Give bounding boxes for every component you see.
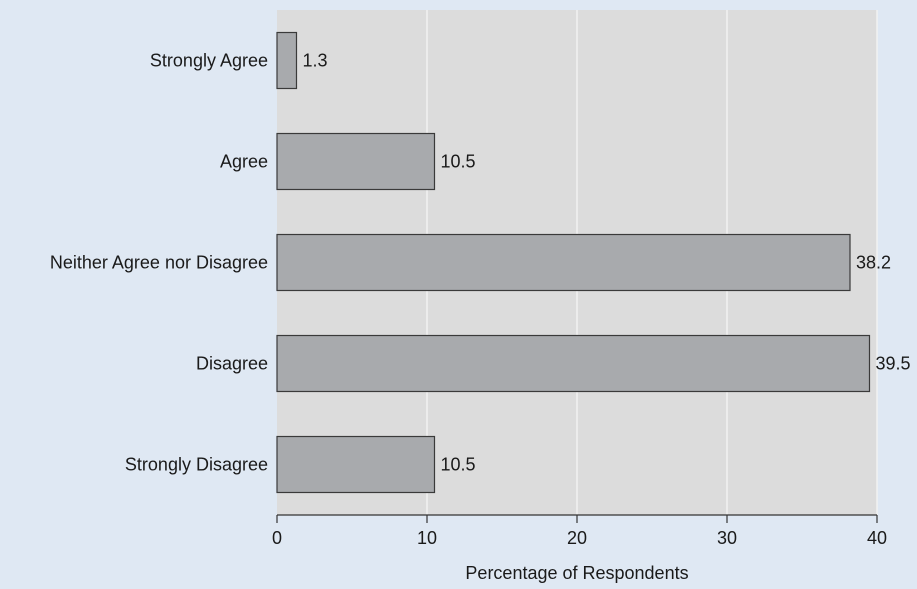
category-label: Strongly Agree <box>150 51 268 71</box>
x-tick-label: 10 <box>417 528 437 548</box>
x-tick-label: 40 <box>867 528 887 548</box>
category-label: Neither Agree nor Disagree <box>50 253 268 273</box>
bar <box>276 334 871 393</box>
data-label: 38.2 <box>856 253 891 273</box>
bar <box>276 31 298 90</box>
bar <box>276 132 436 191</box>
x-tick-label: 30 <box>717 528 737 548</box>
category-label: Agree <box>220 152 268 172</box>
data-label: 1.3 <box>303 51 328 71</box>
data-label: 10.5 <box>441 455 476 475</box>
x-axis-title: Percentage of Respondents <box>465 563 688 583</box>
category-label: Disagree <box>196 354 268 374</box>
bars: 1.3 Strongly Agree 10.5 Agree 38.2 Neither Ag… <box>50 31 911 494</box>
data-label: 39.5 <box>876 354 911 374</box>
category-label: Strongly Disagree <box>125 455 268 475</box>
x-axis: 0 10 20 30 40 <box>272 514 887 548</box>
bar <box>276 233 851 292</box>
x-tick-label: 0 <box>272 528 282 548</box>
bar <box>276 435 436 494</box>
data-label: 10.5 <box>441 152 476 172</box>
x-tick-label: 20 <box>567 528 587 548</box>
